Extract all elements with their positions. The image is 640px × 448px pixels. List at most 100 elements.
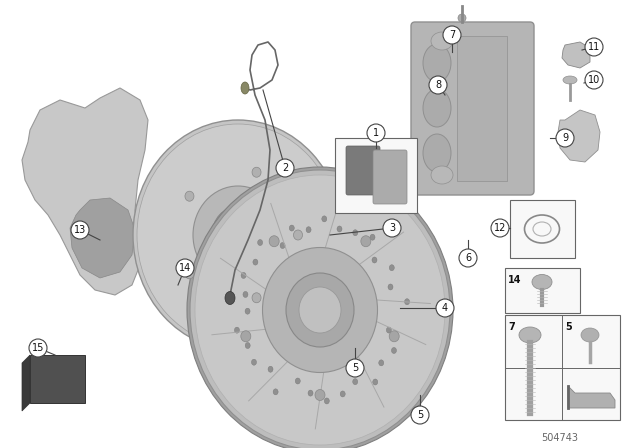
Ellipse shape [262,247,378,372]
Circle shape [491,219,509,237]
Ellipse shape [190,170,450,448]
Text: 3: 3 [389,223,395,233]
Ellipse shape [280,242,285,249]
Ellipse shape [563,76,577,84]
Text: 8: 8 [435,80,441,90]
Ellipse shape [340,391,345,397]
Ellipse shape [532,275,552,289]
Ellipse shape [372,257,377,263]
FancyBboxPatch shape [411,22,534,195]
Circle shape [346,359,364,377]
Circle shape [556,129,574,147]
FancyBboxPatch shape [346,146,380,195]
Ellipse shape [315,389,325,401]
Ellipse shape [525,215,559,243]
Ellipse shape [353,230,358,236]
Circle shape [459,249,477,267]
Text: 7: 7 [449,30,455,40]
Ellipse shape [234,327,239,333]
Text: 5: 5 [565,322,572,332]
Text: 7: 7 [508,322,515,332]
Bar [510,200,575,258]
Ellipse shape [361,236,371,247]
Ellipse shape [137,124,339,346]
Ellipse shape [133,120,343,350]
Ellipse shape [458,14,466,22]
Ellipse shape [273,389,278,395]
Ellipse shape [241,272,246,279]
Ellipse shape [268,366,273,372]
Ellipse shape [195,175,445,445]
Polygon shape [22,355,30,411]
Ellipse shape [243,292,248,297]
Text: 504743: 504743 [541,433,579,443]
Text: 10: 10 [588,75,600,85]
Circle shape [276,159,294,177]
Ellipse shape [392,348,396,353]
Ellipse shape [337,226,342,232]
Ellipse shape [387,327,392,333]
Circle shape [585,71,603,89]
Ellipse shape [252,293,261,303]
Ellipse shape [212,207,264,263]
Circle shape [585,38,603,56]
Text: 12: 12 [494,223,506,233]
Ellipse shape [370,234,375,240]
Ellipse shape [241,331,251,342]
Ellipse shape [379,360,384,366]
Ellipse shape [533,222,551,236]
Ellipse shape [289,225,294,231]
Ellipse shape [245,308,250,314]
Ellipse shape [431,166,453,184]
Bar [30,355,85,403]
Ellipse shape [322,216,327,222]
Ellipse shape [306,227,311,233]
Ellipse shape [389,265,394,271]
Ellipse shape [431,32,453,50]
Text: 5: 5 [352,363,358,373]
Ellipse shape [245,343,250,349]
Ellipse shape [404,299,410,305]
Text: 14: 14 [179,263,191,273]
Ellipse shape [258,240,262,246]
Ellipse shape [252,167,261,177]
Ellipse shape [252,359,257,365]
Ellipse shape [308,390,313,396]
Ellipse shape [372,379,378,385]
Text: 9: 9 [562,133,568,143]
Polygon shape [562,42,590,68]
Ellipse shape [324,398,330,404]
Ellipse shape [423,89,451,127]
Circle shape [383,219,401,237]
Ellipse shape [423,44,451,82]
Circle shape [443,26,461,44]
Circle shape [411,406,429,424]
Circle shape [176,259,194,277]
Text: 14: 14 [508,275,522,285]
Bar [457,36,507,181]
Text: 11: 11 [588,42,600,52]
Ellipse shape [353,379,358,385]
Ellipse shape [193,186,283,284]
Circle shape [29,339,47,357]
Text: 5: 5 [417,410,423,420]
Ellipse shape [519,327,541,343]
Circle shape [436,299,454,317]
Text: 2: 2 [282,163,288,173]
Bar [335,138,417,213]
Ellipse shape [299,287,341,333]
Ellipse shape [225,292,235,305]
Bar [505,315,620,420]
Ellipse shape [295,378,300,384]
Ellipse shape [269,236,279,247]
Polygon shape [558,110,600,162]
Ellipse shape [294,230,303,240]
Text: 1: 1 [373,128,379,138]
Ellipse shape [388,284,393,290]
Polygon shape [22,88,148,295]
Polygon shape [568,386,615,408]
Ellipse shape [185,191,194,201]
Ellipse shape [423,134,451,172]
Text: 13: 13 [74,225,86,235]
FancyBboxPatch shape [373,150,407,204]
